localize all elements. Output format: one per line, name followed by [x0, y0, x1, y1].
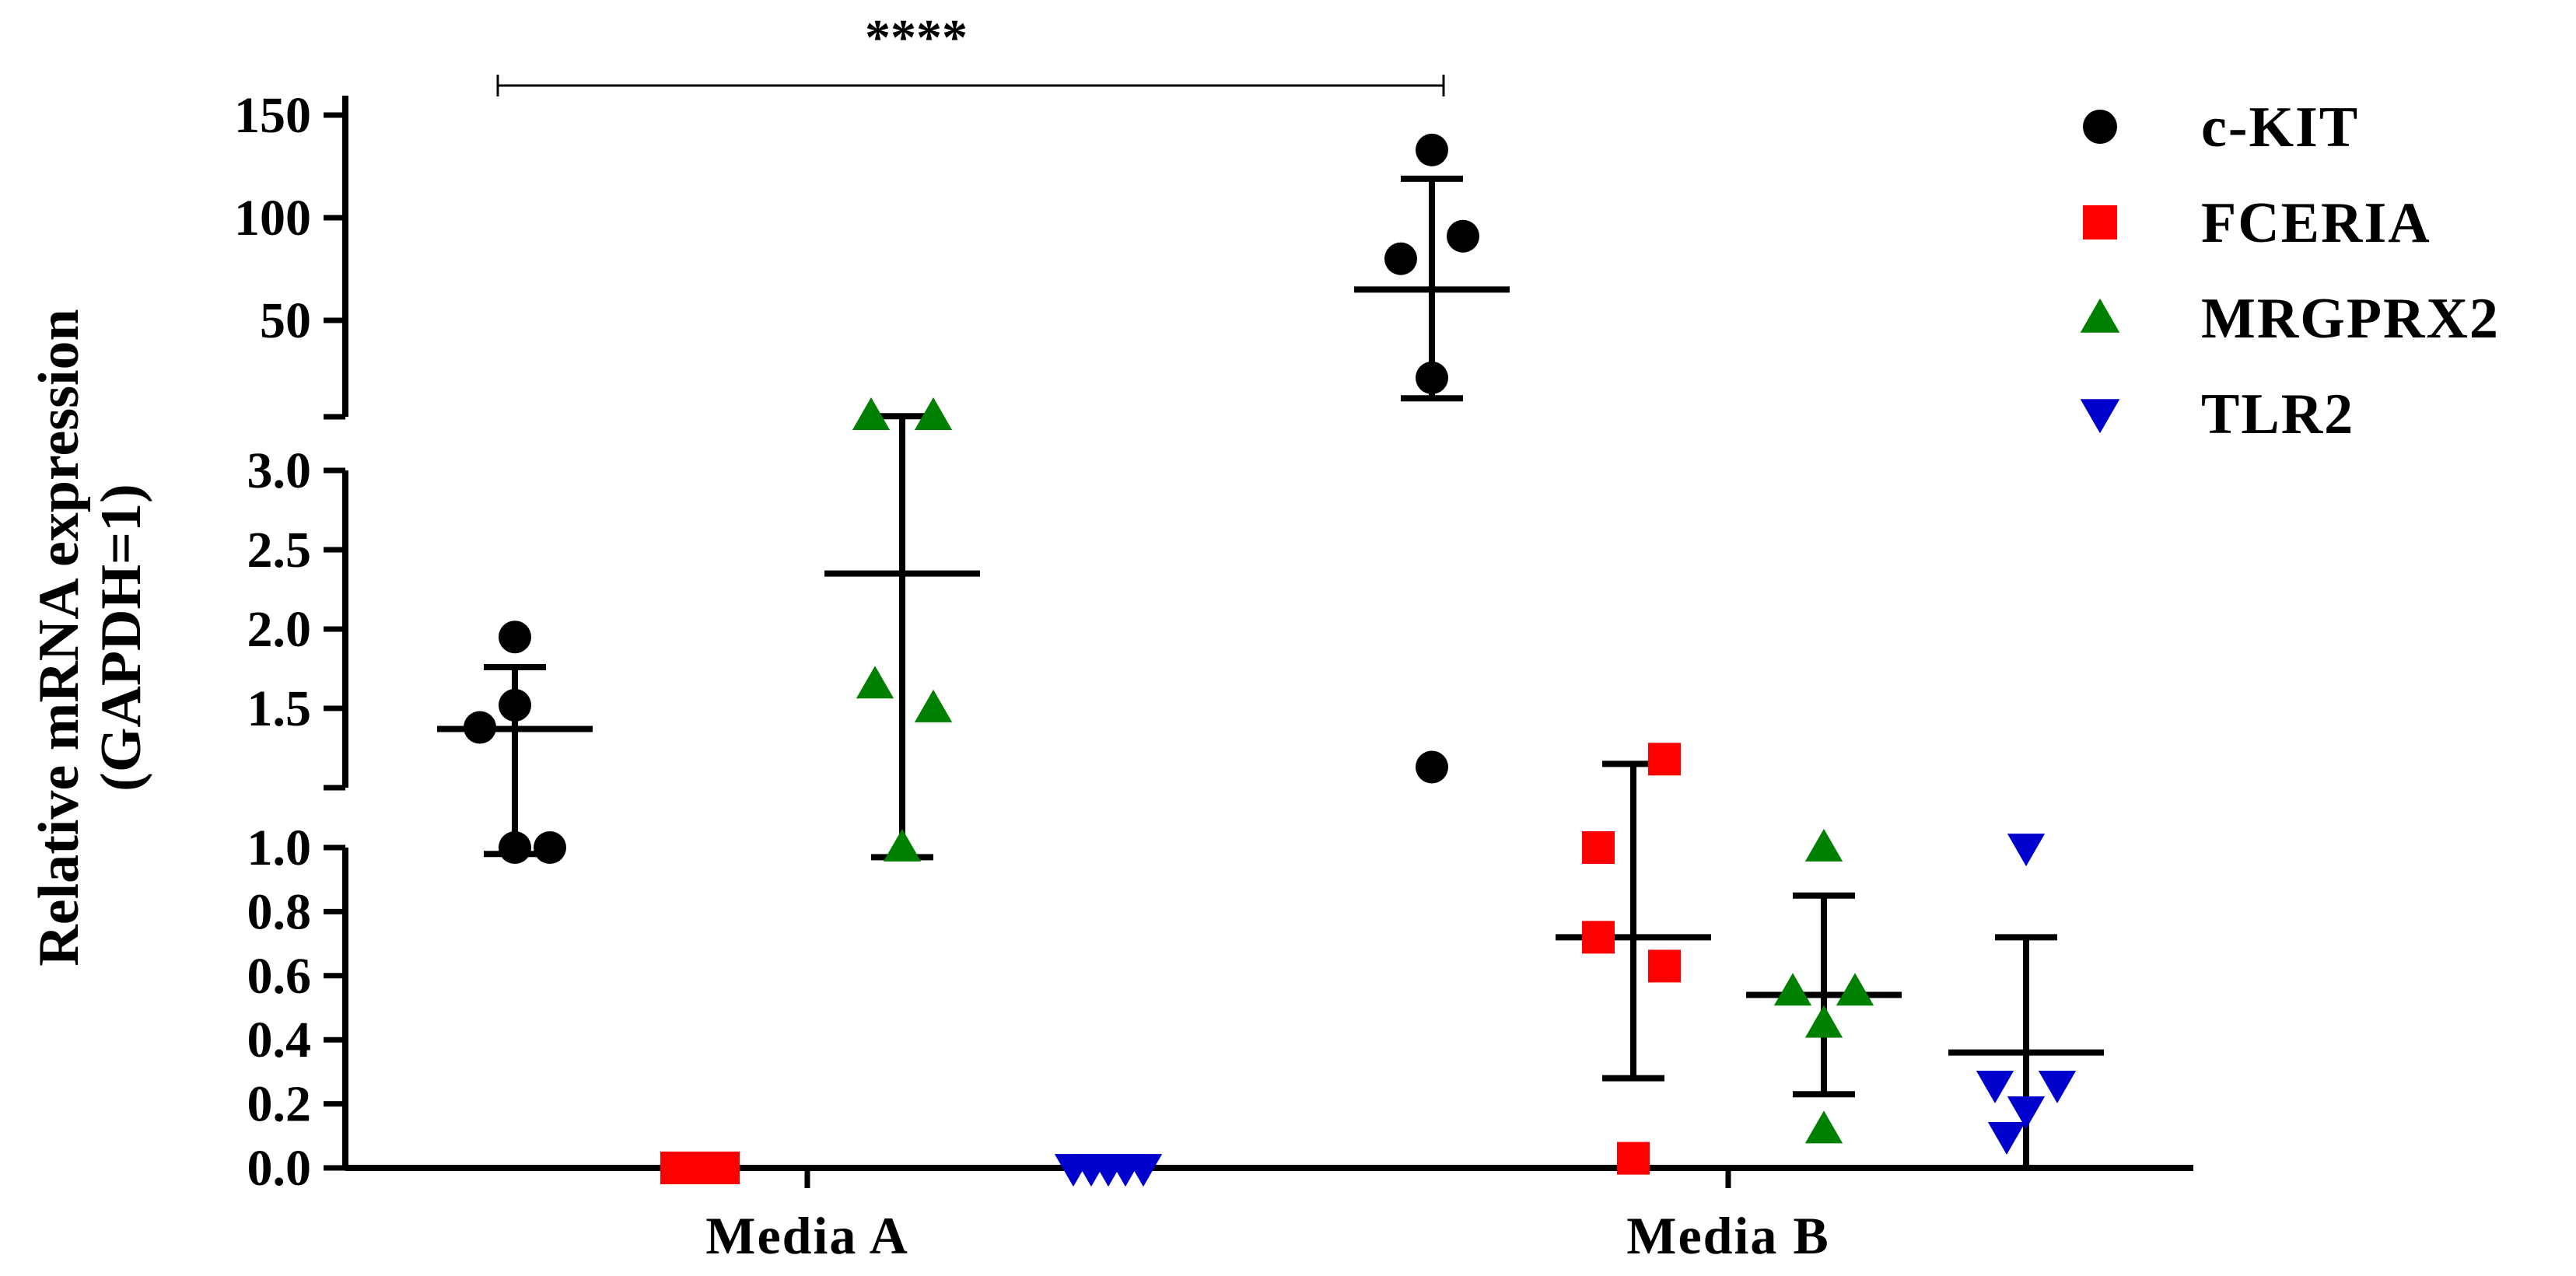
y-tick-label: 1.0: [247, 820, 312, 876]
legend-marker: [2083, 110, 2117, 144]
y-axis-title: Relative mRNA expression(GAPDH=1): [27, 309, 153, 966]
y-tick-label: 0.2: [247, 1076, 312, 1133]
y-tick-label: 150: [234, 87, 311, 144]
data-point: [1416, 750, 1448, 784]
data-point: [499, 831, 531, 864]
x-tick-label: Media B: [1626, 1206, 1829, 1265]
y-tick-label: 0.0: [247, 1140, 312, 1197]
data-point: [2038, 1071, 2077, 1104]
y-tick-label: 0.4: [247, 1012, 312, 1068]
data-point: [499, 688, 531, 722]
data-point: [684, 1152, 716, 1184]
data-point: [883, 828, 922, 862]
y-tick-label: 100: [234, 190, 311, 246]
plot-area: [437, 133, 2104, 1187]
data-point: [1648, 949, 1681, 983]
y-tick-label: 3.0: [247, 442, 312, 499]
data-point: [1447, 219, 1479, 253]
legend-marker: [2083, 205, 2117, 239]
legend-label: FCERIA: [2201, 191, 2431, 255]
y-axis-title-line2: (GAPDH=1): [89, 484, 153, 792]
data-point: [856, 666, 894, 699]
data-point: [1582, 921, 1615, 954]
axes: 0.00.20.40.60.81.01.01.52.02.53.05010015…: [27, 9, 2193, 1265]
y-tick-label: 2.0: [247, 601, 312, 658]
data-point: [1804, 828, 1843, 862]
data-point: [914, 397, 953, 431]
data-point: [1617, 1141, 1650, 1175]
y-tick-label: 50: [260, 292, 311, 349]
data-point: [2007, 834, 2046, 867]
data-point: [1804, 1005, 1843, 1038]
data-point: [1582, 831, 1615, 864]
legend: c-KIT FCERIA MRGPRX2 TLR2: [2080, 96, 2500, 446]
data-point: [914, 689, 953, 722]
data-point: [1384, 242, 1417, 275]
data-point: [534, 831, 566, 864]
data-point: [1836, 973, 1874, 1006]
data-point: [464, 711, 496, 744]
legend-label: TLR2: [2201, 383, 2354, 446]
y-axis-title-line1: Relative mRNA expression: [27, 309, 91, 966]
legend-marker: [2080, 298, 2120, 333]
data-point: [1124, 1154, 1163, 1187]
data-point: [499, 621, 531, 654]
data-point: [2007, 1096, 2046, 1129]
significance-label: ****: [865, 9, 968, 66]
data-point: [1416, 133, 1448, 166]
y-tick-label: 1.0: [247, 820, 312, 876]
legend-marker: [2080, 399, 2120, 434]
y-tick-label: 1.5: [247, 680, 312, 737]
data-point: [1987, 1121, 2026, 1155]
data-point: [1773, 973, 1812, 1006]
legend-label: MRGPRX2: [2201, 287, 2500, 351]
legend-label: c-KIT: [2201, 96, 2359, 159]
data-point: [1416, 361, 1448, 394]
x-tick-label: Media A: [705, 1206, 908, 1265]
y-tick-label: 0.8: [247, 883, 312, 940]
data-point: [1648, 743, 1681, 776]
data-point: [1976, 1071, 2014, 1104]
y-tick-label: 2.5: [247, 522, 312, 579]
data-point: [852, 397, 891, 431]
y-tick-label: 0.6: [247, 948, 312, 1005]
data-point: [1804, 1110, 1843, 1144]
